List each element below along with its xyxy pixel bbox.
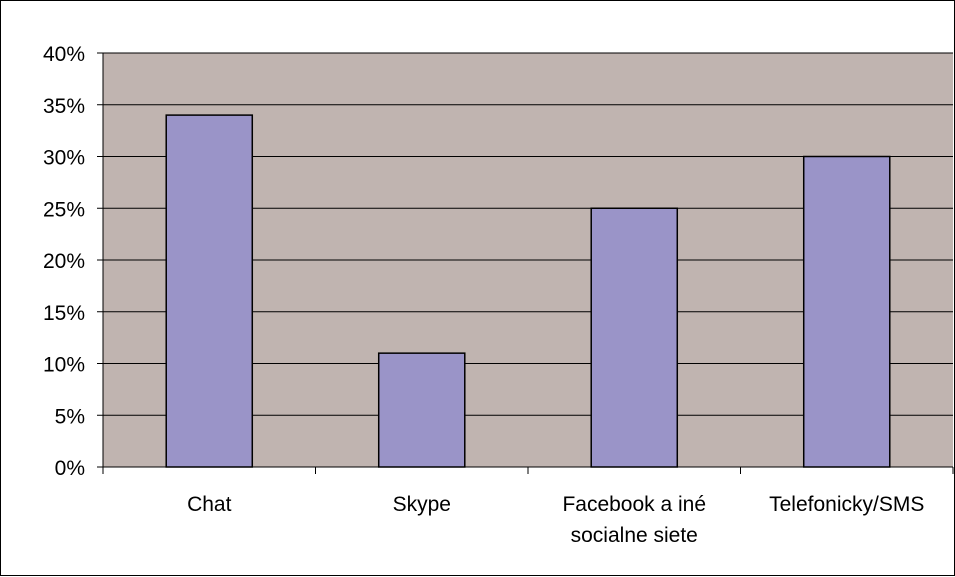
x-category-label: Chat [187, 493, 232, 516]
axes [97, 52, 954, 474]
y-tick-label: 20% [43, 250, 85, 273]
y-tick-label: 0% [55, 457, 85, 480]
y-tick-label: 35% [43, 95, 85, 118]
bar [590, 207, 679, 468]
x-category-label: Telefonicky/SMS [769, 493, 924, 516]
x-category-label: Skype [393, 493, 451, 516]
bar [802, 155, 891, 468]
y-tick-label: 15% [43, 302, 85, 325]
labels: 0% 5% 10% 15% 20% 25% 30% 35% 40% Chat Skype Facebo… [43, 43, 924, 547]
bar [377, 352, 466, 468]
x-category-label: Facebook a iné [562, 493, 706, 516]
y-tick-label: 5% [55, 405, 85, 428]
y-tick-label: 40% [43, 43, 85, 66]
bars [165, 114, 891, 468]
y-tick-label: 25% [43, 198, 85, 221]
y-tick-label: 30% [43, 147, 85, 170]
y-tick-label: 10% [43, 354, 85, 377]
bar [165, 114, 254, 468]
x-category-label: socialne siete [571, 524, 698, 547]
